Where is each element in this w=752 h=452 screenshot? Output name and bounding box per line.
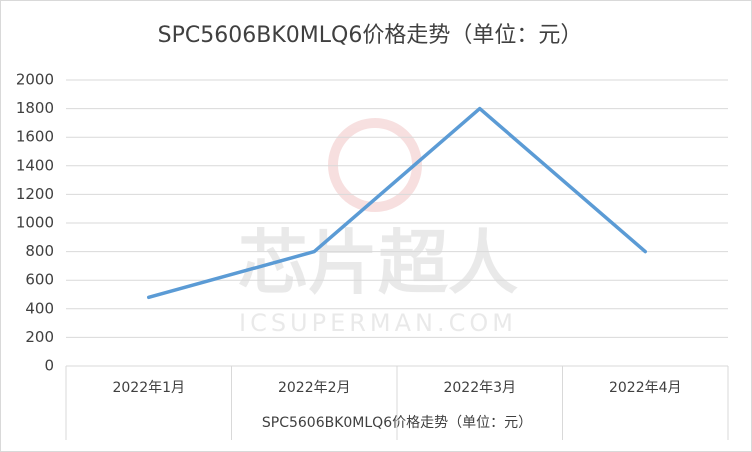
watermark: 芯片超人 ICSUPERMAN.COM: [238, 118, 518, 337]
y-tick-label: 800: [25, 242, 54, 260]
y-tick-label: 1000: [16, 214, 54, 232]
watermark-text: 芯片超人: [238, 222, 518, 304]
y-tick-label: 1600: [16, 128, 54, 146]
watermark-site: ICSUPERMAN.COM: [239, 309, 517, 337]
y-tick-label: 1400: [16, 156, 54, 174]
line-series: [147, 106, 647, 300]
x-tick-label: 2022年3月: [443, 380, 516, 396]
y-tick-label: 1800: [16, 99, 54, 117]
y-tick-label: 200: [25, 328, 54, 346]
y-tick-label: 1200: [16, 185, 54, 203]
x-tick-label: 2022年2月: [278, 380, 351, 396]
y-tick-label: 400: [25, 299, 54, 317]
chart-title: SPC5606BK0MLQ6价格走势（单位：元）: [158, 23, 583, 48]
x-tick-label: 2022年4月: [609, 380, 682, 396]
y-tick-label: 0: [44, 357, 54, 375]
x-tick-label: 2022年1月: [112, 380, 185, 396]
y-tick-label: 2000: [16, 71, 54, 89]
y-tick-label: 600: [25, 271, 54, 289]
